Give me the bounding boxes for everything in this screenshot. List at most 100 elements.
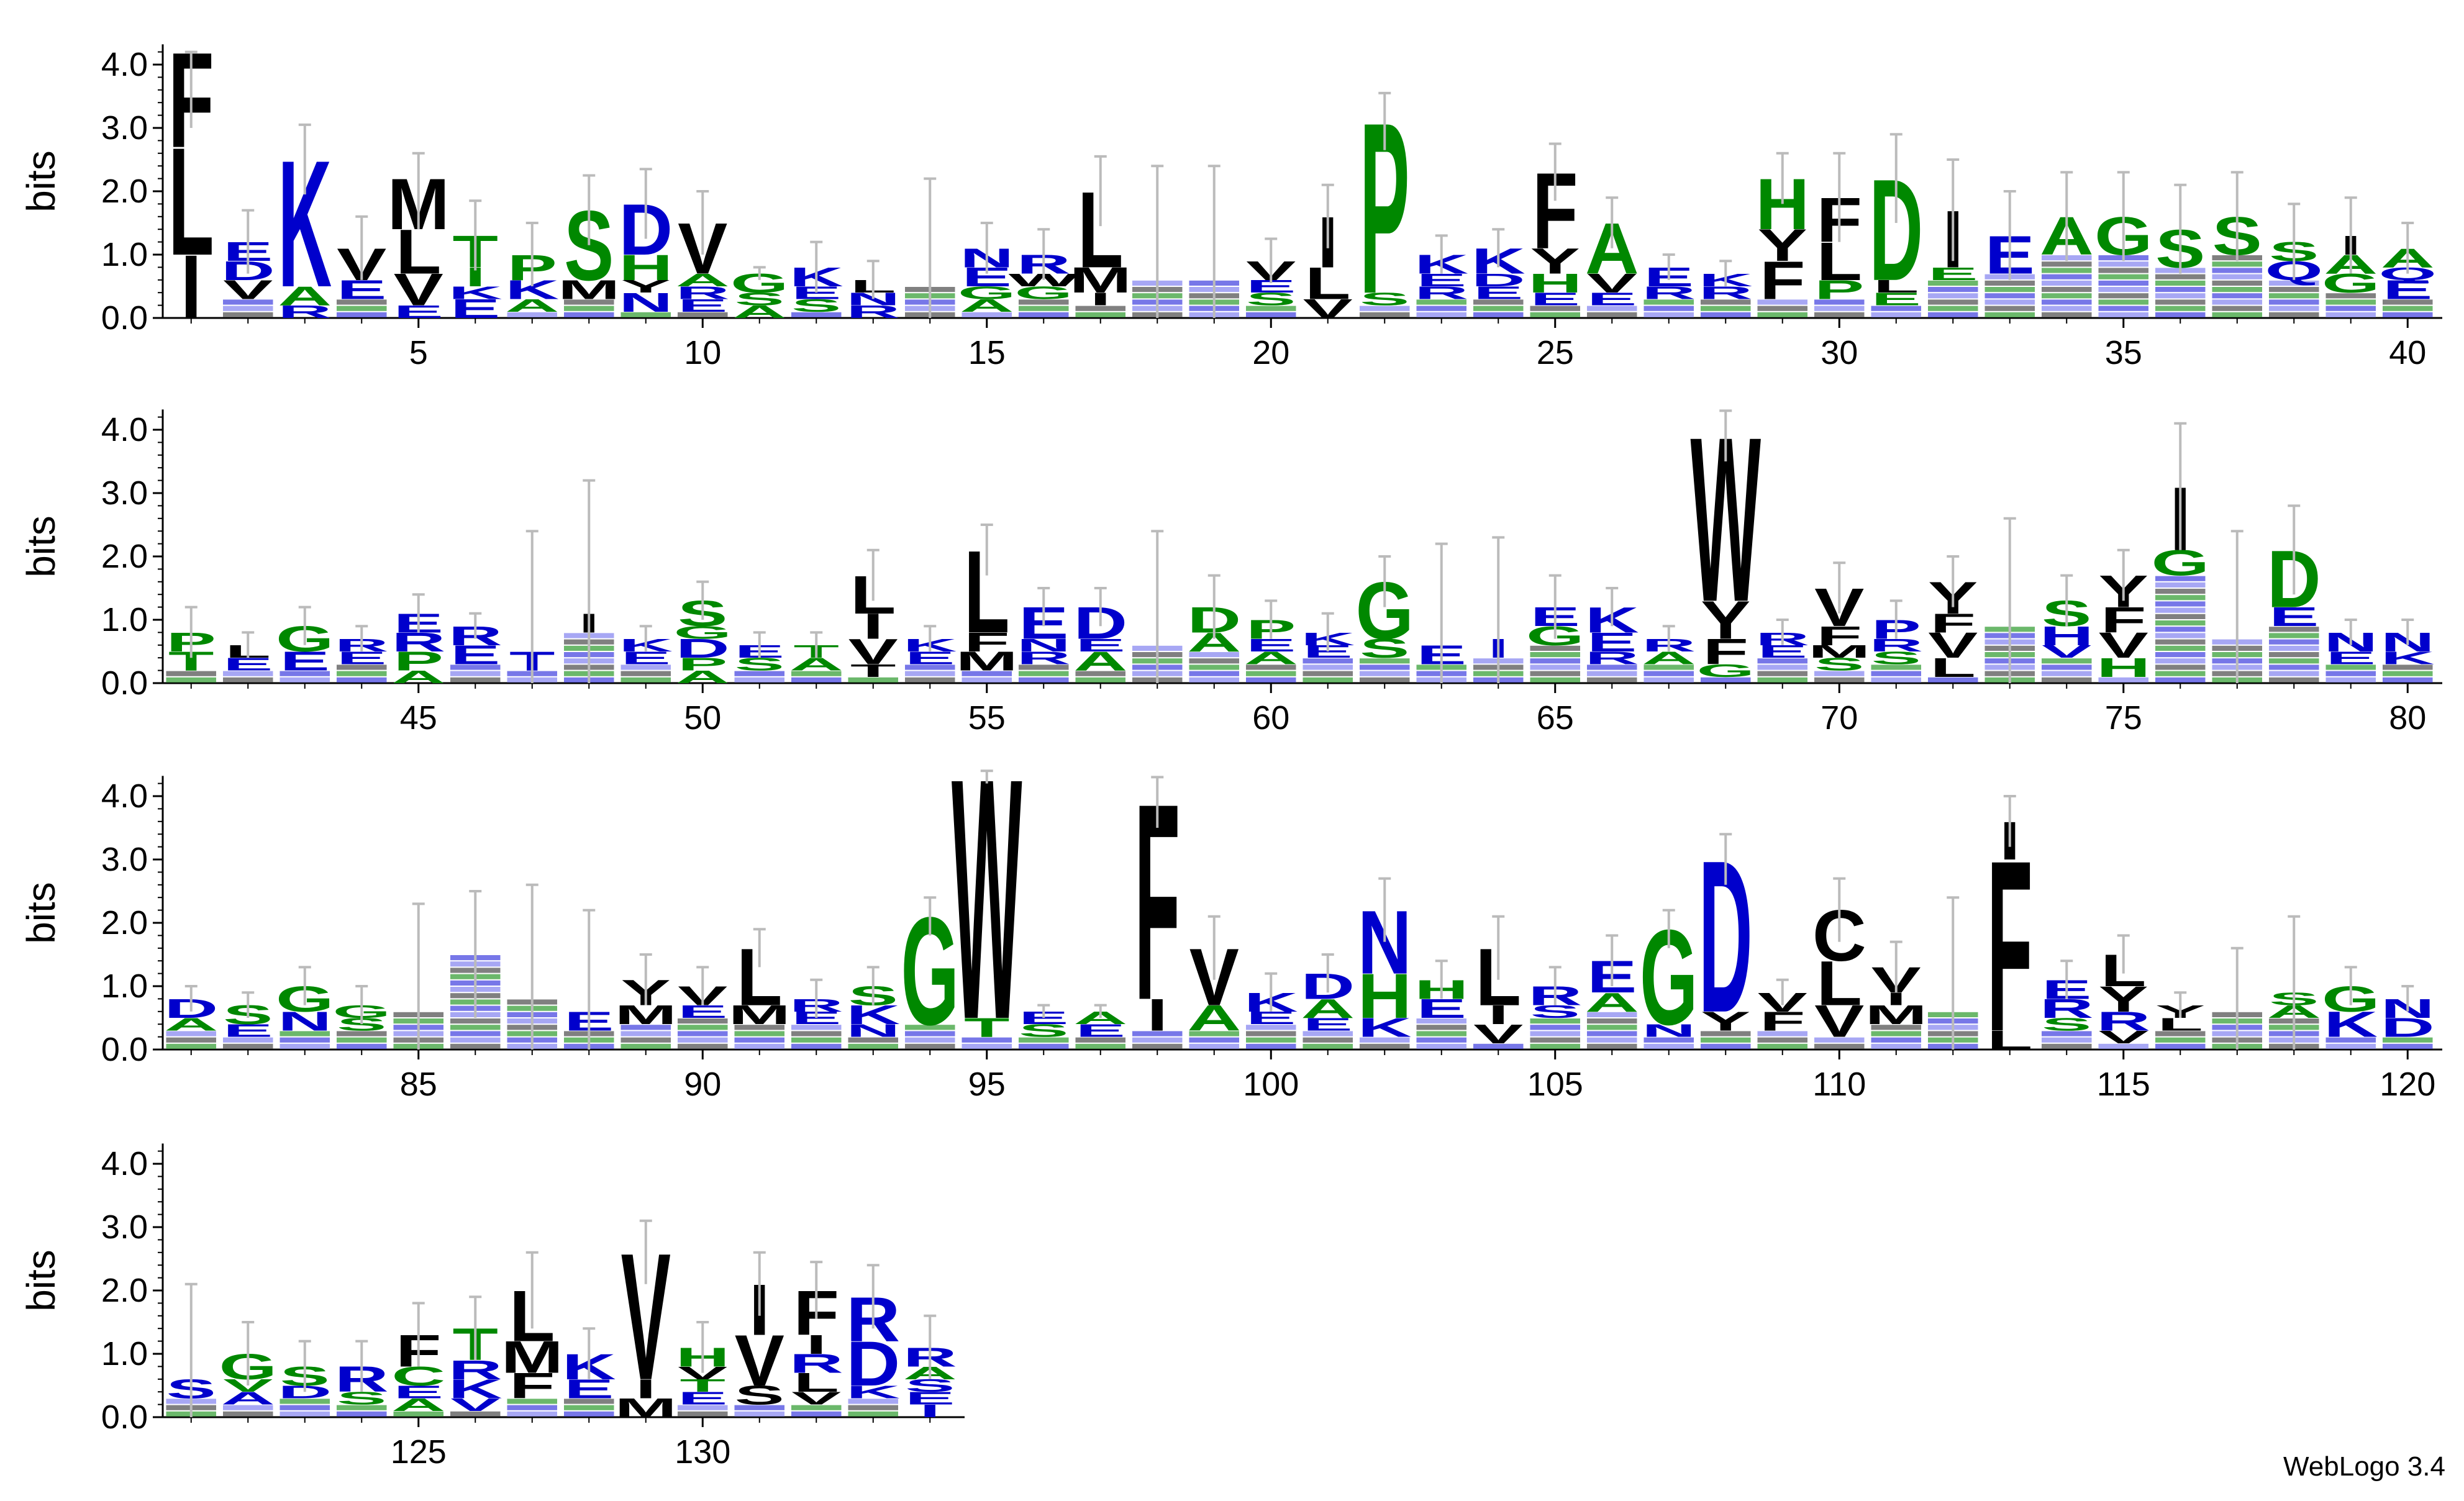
residual-letter-mark bbox=[734, 1025, 785, 1030]
residue-letter-E: E bbox=[450, 640, 500, 670]
residual-letter-mark bbox=[904, 1025, 955, 1030]
residue-letter-R: R bbox=[846, 302, 900, 322]
residual-letter-mark bbox=[791, 1043, 842, 1049]
logo-column-59: AD bbox=[1187, 574, 1241, 682]
residual-letter-mark bbox=[1075, 312, 1126, 317]
residual-letter-mark bbox=[1530, 664, 1581, 670]
residue-letter-V: V bbox=[1473, 1019, 1523, 1050]
y-tick-label: 2.0 bbox=[101, 904, 148, 941]
residual-letter-mark bbox=[563, 299, 614, 305]
residual-letter-mark bbox=[2155, 299, 2206, 305]
residual-letter-mark bbox=[1075, 1043, 1126, 1049]
residual-letter-mark bbox=[2268, 299, 2319, 305]
x-tick-label: 10 bbox=[684, 334, 721, 371]
x-tick-label: 15 bbox=[968, 334, 1006, 371]
residue-letter-E: E bbox=[1076, 635, 1125, 656]
residual-letter-mark bbox=[1473, 312, 1524, 317]
residual-letter-mark bbox=[734, 1043, 785, 1049]
residual-letter-mark bbox=[336, 299, 387, 305]
y-axis-label: bits bbox=[19, 1249, 63, 1312]
logo-column-107: NG bbox=[1640, 902, 1698, 1053]
residue-letter-A: A bbox=[505, 295, 559, 315]
residual-letter-mark bbox=[563, 1405, 614, 1410]
residual-letter-mark bbox=[1871, 1025, 1922, 1030]
residue-letter-V: V bbox=[1928, 625, 1978, 666]
x-tick-label: 130 bbox=[675, 1433, 730, 1471]
residual-letter-mark bbox=[1530, 1031, 1581, 1036]
residual-letter-mark bbox=[2041, 299, 2092, 305]
logo-column-103: EH bbox=[1414, 959, 1468, 1049]
logo-column-120: DN bbox=[2381, 985, 2435, 1049]
residue-letter-M: M bbox=[1808, 642, 1870, 662]
residual-letter-mark bbox=[677, 1031, 728, 1036]
residual-letter-mark bbox=[2098, 287, 2149, 292]
residue-letter-R: R bbox=[1642, 283, 1696, 303]
residual-letter-mark bbox=[1075, 1037, 1126, 1043]
logo-column-100: EK bbox=[1244, 972, 1298, 1049]
residual-letter-mark bbox=[2098, 293, 2149, 299]
residual-letter-mark bbox=[1927, 306, 1978, 311]
residual-letter-mark bbox=[2155, 601, 2206, 607]
residual-letter-mark bbox=[2325, 299, 2376, 305]
residue-letter-E: E bbox=[1076, 1020, 1125, 1041]
residual-letter-mark bbox=[280, 1405, 330, 1410]
residue-letter-D: D bbox=[676, 633, 730, 664]
residual-letter-mark bbox=[1700, 1043, 1751, 1049]
residue-letter-V: V bbox=[223, 274, 273, 305]
residue-letter-G: G bbox=[1696, 660, 1755, 681]
residue-letter-R: R bbox=[1414, 283, 1468, 303]
residue-letter-S: S bbox=[1814, 654, 1864, 674]
residual-letter-mark bbox=[677, 312, 728, 317]
x-tick-label: 70 bbox=[1821, 699, 1858, 737]
residual-letter-mark bbox=[280, 677, 330, 682]
logo-column-83: NG bbox=[276, 966, 334, 1049]
logo-column-47: T bbox=[507, 530, 558, 683]
residual-letter-mark bbox=[2212, 312, 2263, 317]
residual-letter-mark bbox=[791, 1411, 842, 1417]
residue-letter-V: V bbox=[2042, 642, 2091, 662]
residual-letter-mark bbox=[2268, 287, 2319, 292]
residue-letter-E: E bbox=[678, 1388, 727, 1408]
y-axis-label: bits bbox=[19, 515, 63, 578]
residual-letter-mark bbox=[1302, 658, 1353, 664]
x-tick-label: 30 bbox=[1821, 334, 1858, 371]
residue-letter-V: V bbox=[735, 1321, 784, 1402]
residual-letter-mark bbox=[848, 1399, 899, 1404]
residual-letter-mark bbox=[2212, 274, 2263, 279]
x-tick-label: 95 bbox=[968, 1066, 1006, 1103]
residue-letter-T: T bbox=[964, 1012, 1009, 1043]
residual-letter-mark bbox=[1700, 312, 1751, 317]
residue-letter-M: M bbox=[1865, 1000, 1927, 1030]
residual-letter-mark bbox=[904, 1037, 955, 1043]
x-tick-label: 35 bbox=[2105, 334, 2142, 371]
residual-letter-mark bbox=[450, 1018, 501, 1024]
residual-letter-mark bbox=[336, 677, 387, 682]
residue-letter-N: N bbox=[278, 1006, 332, 1036]
residual-letter-mark bbox=[1245, 1037, 1296, 1043]
logo-column-108: YD bbox=[1699, 815, 1753, 1058]
logo-column-117 bbox=[2212, 946, 2263, 1050]
residual-letter-mark bbox=[1984, 287, 2035, 292]
residual-letter-mark bbox=[677, 1018, 728, 1024]
residual-letter-mark bbox=[1018, 299, 1069, 305]
logo-column-29: FYH bbox=[1755, 152, 1809, 317]
residue-letter-F: F bbox=[1703, 632, 1748, 672]
logo-column-81: AD bbox=[164, 985, 218, 1049]
residual-letter-mark bbox=[1359, 664, 1410, 670]
residual-letter-mark bbox=[1132, 1043, 1183, 1049]
residual-letter-mark bbox=[1245, 671, 1296, 676]
logo-column-106: AE bbox=[1585, 934, 1639, 1049]
logo-column-18 bbox=[1132, 165, 1183, 318]
logo-column-39: GAI bbox=[2322, 196, 2380, 317]
residual-letter-mark bbox=[563, 306, 614, 311]
residue-letter-S: S bbox=[735, 1380, 784, 1410]
residual-letter-mark bbox=[1757, 1037, 1808, 1043]
residual-letter-mark bbox=[2155, 287, 2206, 292]
residual-letter-mark bbox=[1927, 287, 1978, 292]
logo-column-109: FV bbox=[1757, 978, 1808, 1049]
residual-letter-mark bbox=[563, 312, 614, 317]
residue-letter-I: I bbox=[1090, 289, 1111, 309]
